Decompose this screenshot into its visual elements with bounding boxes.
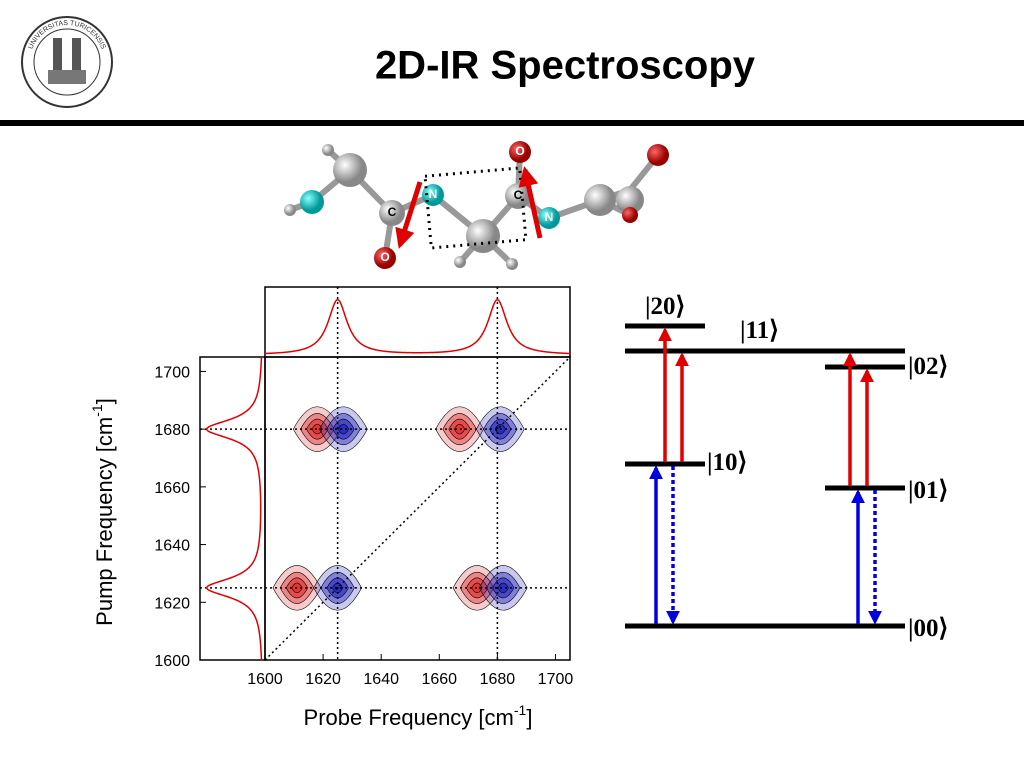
x-tick-label: 1640 [363,671,399,688]
y-tick-label: 1680 [154,422,190,439]
atom-label: C [388,205,397,219]
vibration-arrow [518,166,543,239]
x-tick-label: 1660 [421,671,457,688]
pump-spectrum [205,356,263,661]
probe-spectrum [264,298,571,355]
atom-label: N [429,187,438,201]
left-panel [199,356,266,661]
y-tick-label: 1620 [154,595,190,612]
logo: UNIVERSITAS TURICENSIS [21,16,113,108]
vibration-arrow [395,181,423,249]
title-rule [0,120,1024,126]
contours [272,406,528,611]
atom-label: O [380,250,389,264]
atom-label: N [545,210,554,224]
level-label: |02⟩ [908,353,948,380]
atoms [284,141,669,270]
contour [497,582,509,594]
x-tick-label: 1620 [305,671,341,688]
diagonal [264,356,571,661]
title: 2D-IR Spectroscopy [375,44,756,88]
level-label: |00⟩ [908,615,948,642]
level-label: |10⟩ [707,449,747,476]
y-tick-label: 1600 [154,653,190,670]
contour [337,423,350,435]
y-tick-label: 1640 [154,538,190,555]
plot-frame [264,356,571,661]
x-tick-label: 1700 [538,671,574,688]
level-label: |20⟩ [645,293,685,320]
y-tick-label: 1700 [154,364,190,381]
level-label: |11⟩ [740,317,779,344]
contour [471,582,483,594]
contour [453,423,466,435]
x-tick-label: 1600 [247,671,283,688]
contour [311,423,323,435]
atom-label: C [514,188,523,202]
atom-label: O [515,144,524,158]
x-axis-label: Probe Frequency [cm-1] [304,702,533,730]
y-axis-label: Pump Frequency [cm-1] [89,398,117,626]
energy-levels [625,323,905,629]
x-tick-label: 1680 [480,671,516,688]
y-tick-label: 1660 [154,480,190,497]
logo-text: UNIVERSITAS TURICENSIS [28,20,107,51]
transitions [649,327,882,625]
level-label: |01⟩ [908,477,948,504]
